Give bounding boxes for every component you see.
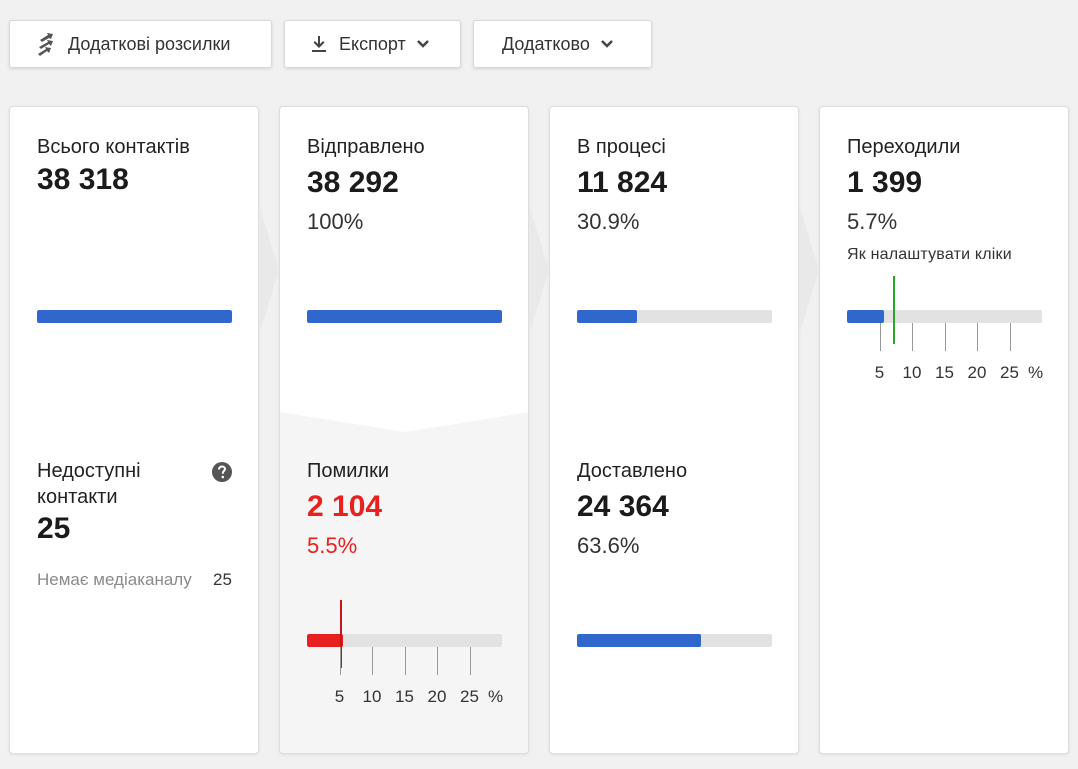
setup-clicks-link[interactable]: Як налаштувати кліки: [847, 246, 1012, 263]
delivered-bar: [577, 634, 772, 647]
in-progress-card: В процесі 11 824 30.9% Доставлено 24 364…: [549, 106, 799, 754]
export-button[interactable]: Експорт: [284, 20, 461, 68]
no-media-channel-label: Немає медіаканалу: [37, 570, 192, 589]
extra-mailings-button[interactable]: Додаткові розсилки: [9, 20, 272, 68]
scale-tick: [372, 647, 373, 675]
clicked-label: Переходили: [847, 136, 961, 158]
sent-card: Відправлено 38 292 100% Помилки 2 104 5.…: [279, 106, 529, 754]
clicked-percent: 5.7%: [847, 209, 898, 234]
scale-tick: [977, 323, 978, 351]
total-contacts-bar: [37, 310, 232, 323]
sent-label: Відправлено: [307, 136, 425, 158]
scale-tick: [879, 323, 881, 351]
chevron-down-icon: [600, 39, 614, 49]
scale-unit: %: [488, 687, 504, 706]
unavailable-contacts-label-2: контакти: [37, 486, 118, 508]
sent-value: 38 292: [307, 166, 399, 199]
unavailable-contacts-value: 25: [37, 512, 71, 545]
scale-tick-label: 25: [1000, 363, 1019, 382]
toolbar: Додаткові розсилки Експорт Додатково: [9, 20, 652, 68]
extra-mailings-label: Додаткові розсилки: [68, 33, 231, 54]
in-progress-bar: [577, 310, 772, 323]
more-label: Додатково: [502, 33, 590, 54]
more-button[interactable]: Додатково: [473, 20, 652, 68]
scale-tick: [339, 647, 341, 675]
errors-label: Помилки: [307, 460, 390, 482]
errors-bar: [307, 634, 502, 647]
unavailable-contacts-label-1: Недоступні: [37, 460, 141, 482]
help-icon[interactable]: [212, 462, 232, 487]
errors-value: 2 104: [307, 490, 383, 523]
scale-tick: [404, 647, 406, 675]
delivered-percent: 63.6%: [577, 533, 640, 558]
scale-tick-label: 20: [967, 363, 987, 382]
clicks-threshold-marker: [892, 276, 895, 344]
delivered-value: 24 364: [577, 490, 669, 523]
sent-percent: 100%: [307, 209, 364, 234]
clicked-bar: [847, 310, 1042, 323]
errors-section-background: [280, 412, 528, 753]
scale-tick-label: 20: [427, 687, 447, 706]
scale-tick: [912, 323, 913, 351]
errors-scale: 5 10 15 20 25%: [307, 647, 504, 717]
clicked-value: 1 399: [847, 166, 923, 199]
no-media-channel-value: 25: [213, 570, 232, 589]
scale-tick-label: 10: [362, 687, 382, 706]
clicked-scale: 5 10 15 20 25%: [847, 323, 1044, 393]
clicked-card: Переходили 1 399 5.7% Як налаштувати клі…: [819, 106, 1069, 754]
scale-tick-label: 25: [460, 687, 479, 706]
flow-arrow-2: [529, 205, 549, 335]
errors-percent: 5.5%: [307, 533, 358, 558]
scale-tick-label: 10: [902, 363, 922, 382]
total-contacts-value: 38 318: [37, 163, 129, 196]
scale-tick-label: 5: [874, 363, 885, 382]
scale-tick-label: 5: [334, 687, 345, 706]
in-progress-label: В процесі: [577, 136, 666, 158]
scale-tick: [437, 647, 438, 675]
flow-arrow-1: [259, 205, 279, 335]
scale-unit: %: [1028, 363, 1044, 382]
scale-tick-label: 15: [935, 363, 954, 382]
errors-threshold-marker: [339, 600, 342, 668]
scale-tick: [944, 323, 946, 351]
total-contacts-card: Всього контактів 38 318 Недоступні конта…: [9, 106, 259, 754]
scale-tick-label: 15: [395, 687, 414, 706]
sent-bar: [307, 310, 502, 323]
flow-arrow-3: [799, 205, 819, 335]
in-progress-value: 11 824: [577, 166, 668, 199]
delivered-label: Доставлено: [577, 460, 688, 482]
total-contacts-label: Всього контактів: [37, 136, 190, 158]
chevron-down-icon: [416, 39, 430, 49]
scale-tick: [1009, 323, 1011, 351]
in-progress-percent: 30.9%: [577, 209, 640, 234]
scale-tick: [469, 647, 471, 675]
download-icon: [311, 35, 327, 53]
export-label: Експорт: [339, 33, 406, 54]
mailing-arrows-icon: [36, 32, 56, 56]
